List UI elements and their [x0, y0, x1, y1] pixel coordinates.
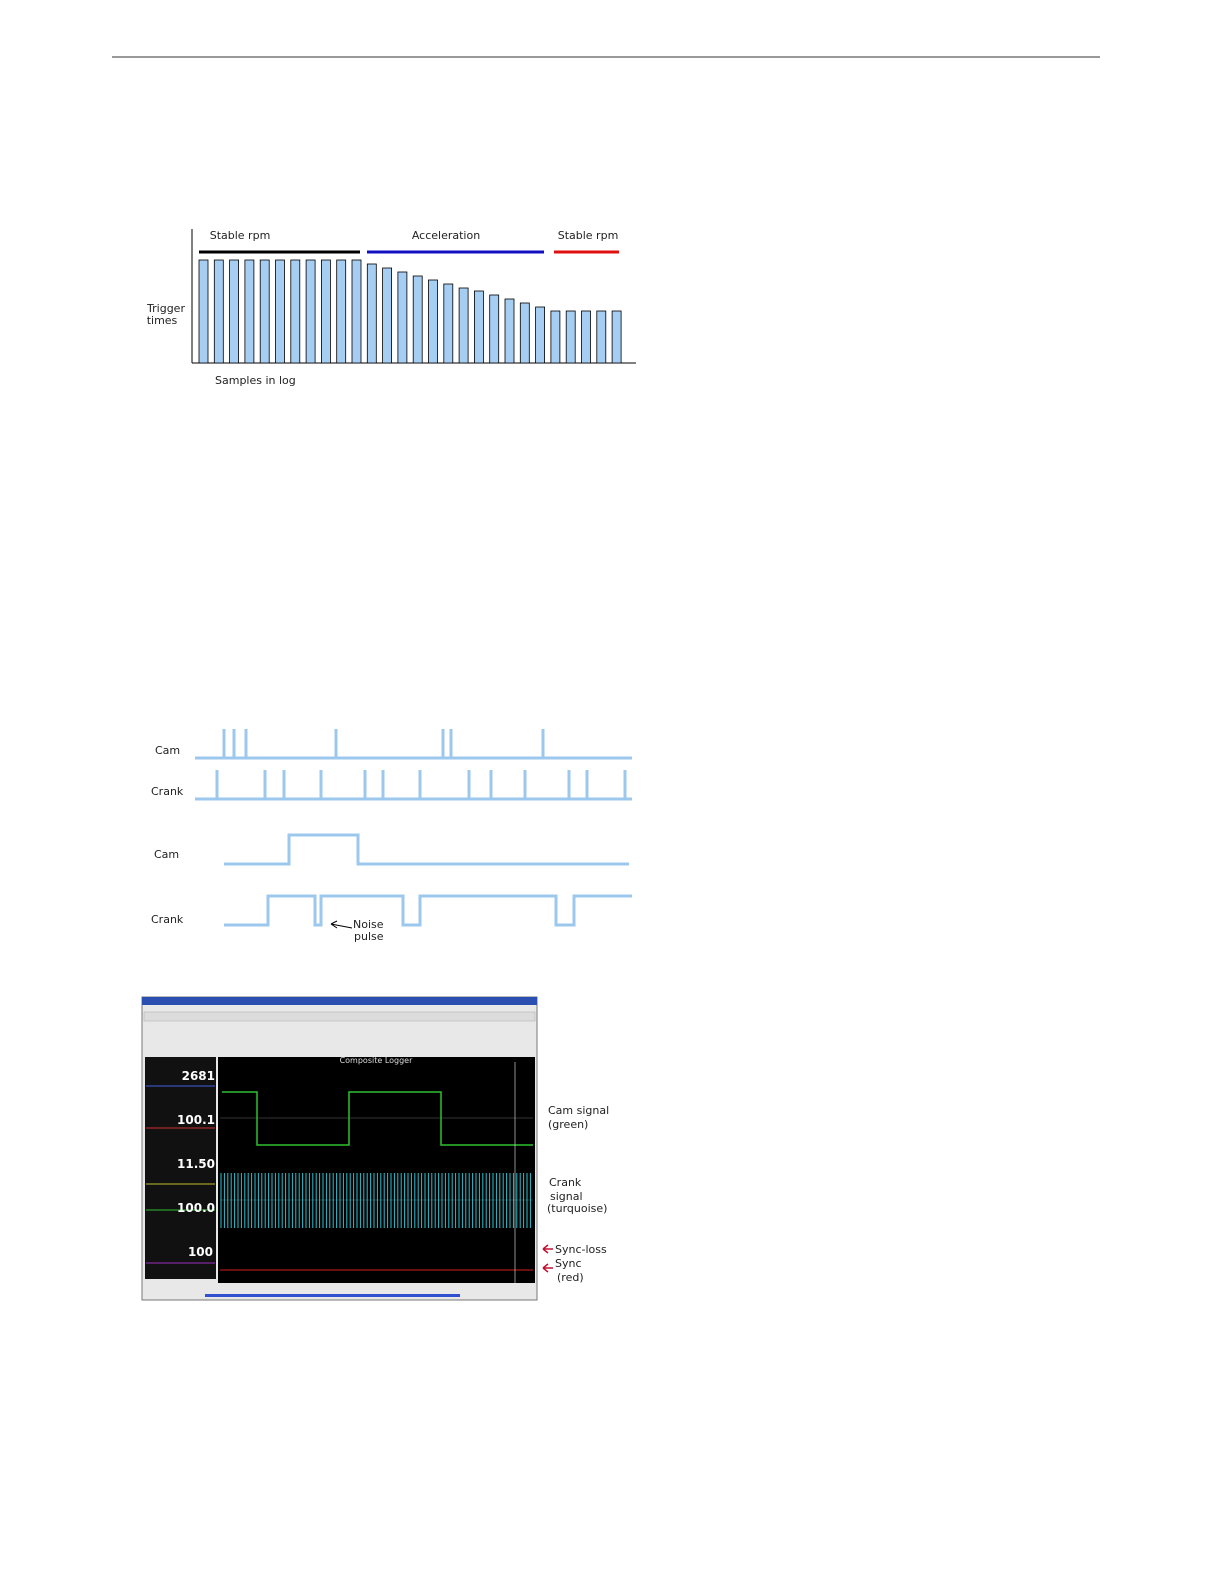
crank-pulses [195, 770, 632, 801]
bar [489, 294, 500, 364]
bar [305, 259, 316, 364]
callout: Sync [555, 1257, 582, 1270]
bar [519, 302, 530, 364]
plot-area [218, 1057, 535, 1283]
figure-1: Stable rpm Acceleration Stable rpm Trigg… [146, 229, 636, 387]
callout: (red) [557, 1271, 584, 1284]
y-label: Trigger [146, 302, 185, 315]
bar [535, 306, 545, 364]
bar [565, 310, 576, 364]
cam-pulses [195, 729, 632, 760]
figure-2 [195, 729, 632, 929]
bar [581, 310, 591, 364]
bar [504, 298, 515, 364]
bar [596, 310, 607, 364]
bar [458, 287, 469, 364]
toolbar [143, 1011, 536, 1022]
bar [229, 259, 240, 364]
segment-label: Stable rpm [210, 229, 271, 242]
bar [397, 271, 408, 364]
gauge-value: 100 [188, 1245, 213, 1259]
callout: Sync-loss [555, 1243, 607, 1256]
y-label: times [147, 314, 178, 327]
signal-label: Cam [154, 848, 179, 861]
gauge-value: 2681 [182, 1069, 215, 1083]
bar [412, 275, 423, 364]
bar [366, 263, 377, 364]
annotation: pulse [354, 930, 384, 943]
bars [198, 259, 622, 364]
gauge-value: 11.50 [177, 1157, 215, 1171]
callout: Cam signal [548, 1104, 609, 1117]
bar [611, 310, 622, 364]
arrow [330, 920, 353, 929]
bar [382, 267, 393, 364]
title-bar [142, 997, 537, 1005]
signal-label: Crank [151, 913, 184, 926]
bar [473, 290, 484, 364]
bar [198, 259, 209, 364]
crank-wave [224, 894, 632, 927]
bar [428, 279, 438, 364]
bar [275, 259, 285, 364]
callout: (turquoise) [547, 1202, 607, 1215]
bar [290, 259, 301, 364]
crank-trace [220, 1173, 531, 1228]
gauge-value: 100.1 [177, 1113, 215, 1127]
signal-label: Crank [151, 785, 184, 798]
bar [244, 259, 255, 364]
arrow [542, 1244, 553, 1273]
gauge-value: 100.0 [177, 1201, 215, 1215]
figure-3: Composite Logger 2681 100.1 11.50 100.0 … [141, 996, 538, 1301]
callout: Crank [549, 1176, 582, 1189]
segment-label: Stable rpm [558, 229, 619, 242]
signal-label: Cam [155, 744, 180, 757]
gauge-panel [145, 1057, 216, 1279]
callout: signal [550, 1190, 583, 1203]
bar [351, 259, 362, 364]
progress-bar [205, 1294, 460, 1297]
bar [550, 310, 561, 364]
bar [336, 259, 347, 364]
plot-title: Composite Logger [340, 1056, 414, 1065]
x-label: Samples in log [215, 374, 296, 387]
segment-label: Acceleration [412, 229, 480, 242]
bar [213, 259, 224, 364]
cam-wave [224, 833, 629, 866]
bar [320, 259, 331, 364]
bar [259, 259, 270, 364]
callout: (green) [548, 1118, 588, 1131]
cam-trace [222, 1091, 533, 1146]
bar [443, 283, 454, 364]
annotation: Noise [353, 918, 384, 931]
